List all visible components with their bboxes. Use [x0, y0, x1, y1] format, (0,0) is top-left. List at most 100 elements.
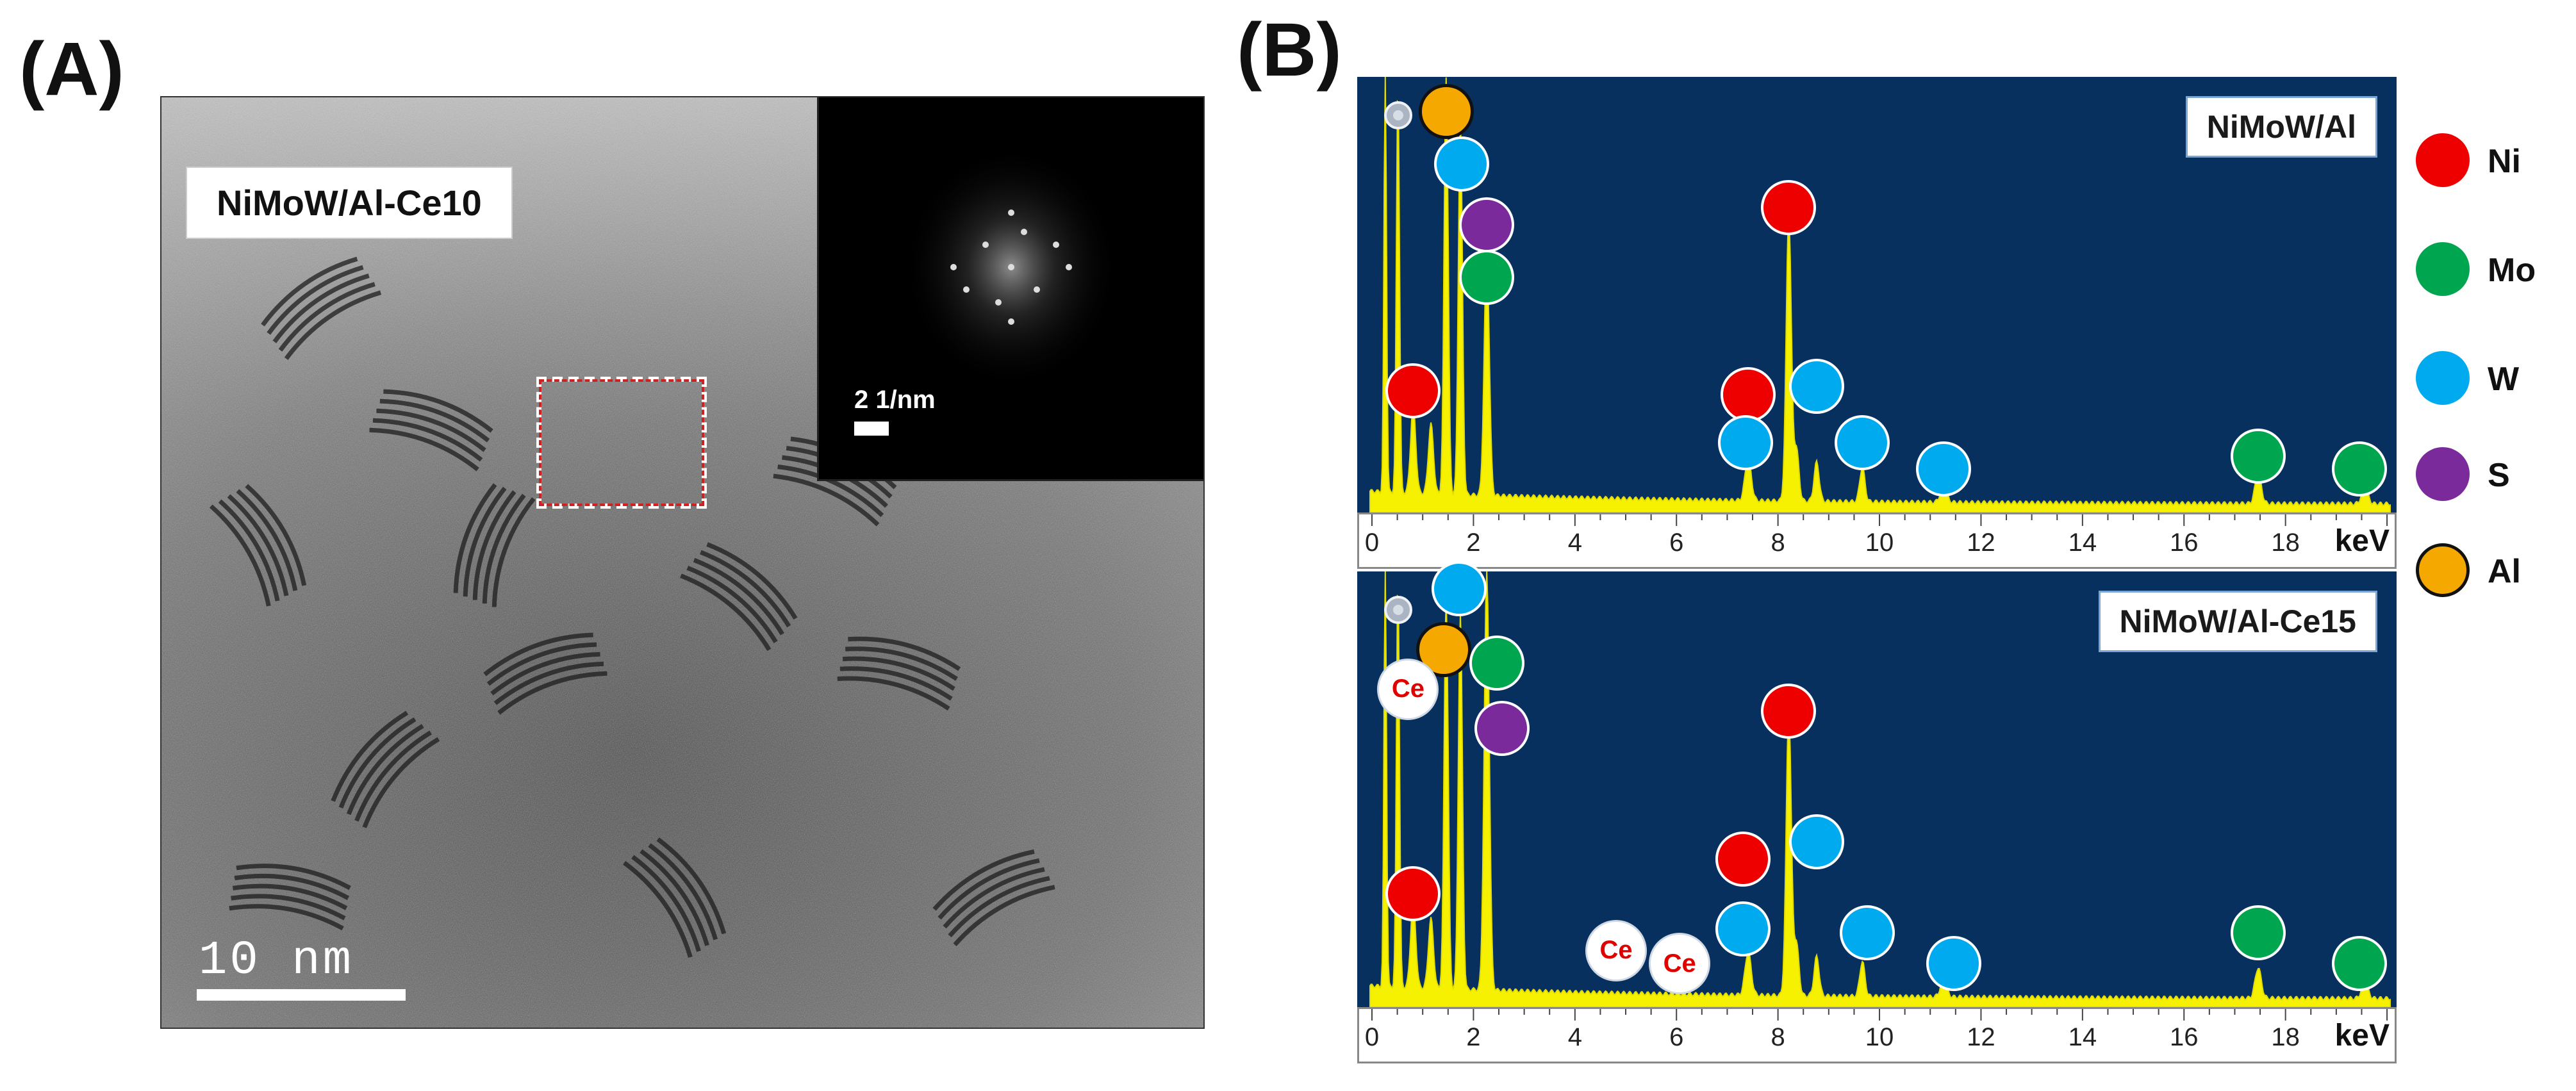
fft-spot	[1008, 318, 1014, 325]
lattice-fringe	[486, 642, 597, 686]
lattice-fringe	[680, 573, 772, 652]
marker-ni	[1761, 180, 1817, 235]
lattice-fringe	[261, 256, 358, 327]
spectrum-2-label: NiMoW/Al-Ce15	[2098, 591, 2377, 652]
axis-tick-label: 14	[2068, 1023, 2097, 1051]
axis-tick-label: 16	[2170, 529, 2199, 557]
legend-label: Ni	[2488, 143, 2521, 180]
axis-tick-label: 2	[1466, 1023, 1481, 1051]
lattice-fringe	[482, 493, 526, 604]
lattice-fringe	[218, 499, 280, 602]
tem-scale-bar	[197, 989, 406, 1001]
lattice-fringe	[472, 490, 516, 600]
eds-spectrum-1: NiMoW/Al	[1357, 76, 2397, 513]
axis-tick-label: 14	[2068, 529, 2097, 557]
fft-spot	[1066, 264, 1072, 270]
marker-mo	[2332, 441, 2388, 496]
legend-label: Al	[2488, 553, 2521, 590]
gear-icon	[1383, 100, 1414, 131]
lattice-fringe	[483, 632, 593, 677]
marker-ce: Ce	[1649, 933, 1711, 994]
spectrum-trace	[1369, 571, 2391, 1008]
lattice-fringe	[773, 473, 880, 527]
legend-swatch	[2416, 543, 2470, 597]
marker-w	[1926, 936, 1981, 991]
lattice-fringe	[848, 636, 961, 671]
spectrum-1-trace	[1369, 76, 2391, 513]
lattice-fringe	[497, 671, 607, 715]
marker-w	[1840, 905, 1895, 961]
marker-al	[1418, 84, 1474, 140]
spectrum-1-axis-unit: keV	[2334, 524, 2390, 558]
marker-w	[1431, 561, 1487, 617]
axis-tick-label: 0	[1364, 529, 1380, 557]
spectrum-2-axis-unit: keV	[2334, 1019, 2390, 1053]
tem-scale-label: 10 nm	[199, 934, 354, 988]
axis-tick-label: 0	[1364, 1023, 1380, 1051]
legend-swatch	[2416, 447, 2470, 501]
lattice-fringe	[700, 550, 791, 628]
lattice-fringe	[272, 274, 370, 343]
fft-scale-bar	[854, 422, 889, 436]
marker-w	[1835, 415, 1890, 471]
axis-tick-label: 4	[1567, 529, 1582, 557]
lattice-fringe	[948, 876, 1050, 938]
lattice-fringe	[354, 730, 432, 822]
axis-tick-label: 10	[1865, 529, 1894, 557]
marker-ce: Ce	[1585, 919, 1647, 981]
spectrum-trace	[1369, 76, 2391, 513]
legend-item-s: S	[2416, 442, 2570, 506]
lattice-fringe	[640, 849, 709, 946]
lattice-fringe	[267, 265, 364, 335]
lattice-fringe	[362, 737, 440, 828]
axis-tick-label: 4	[1567, 1023, 1582, 1051]
element-legend: Ni Mo W S Al	[2416, 128, 2570, 615]
selected-region-box	[536, 377, 707, 509]
lattice-fringe	[338, 717, 417, 808]
fft-scale-label: 2 1/nm	[854, 386, 936, 414]
marker-mo	[2231, 428, 2286, 484]
lattice-fringe	[245, 484, 307, 586]
fft-spot	[950, 264, 957, 270]
fft-spot	[982, 242, 989, 248]
lattice-fringe	[379, 398, 490, 443]
legend-label: S	[2488, 457, 2510, 494]
lattice-fringe	[777, 464, 884, 518]
lattice-fringe	[209, 504, 271, 607]
gear-icon	[1383, 595, 1414, 625]
lattice-fringe	[686, 566, 778, 643]
lattice-fringe	[932, 849, 1035, 911]
legend-swatch	[2416, 351, 2470, 405]
legend-swatch	[2416, 133, 2470, 187]
lattice-fringe	[369, 427, 479, 472]
lattice-fringe	[631, 855, 701, 952]
fft-spot	[1008, 209, 1014, 216]
lattice-fringe	[229, 904, 344, 931]
legend-item-ni: Ni	[2416, 128, 2570, 192]
lattice-fringe	[648, 843, 718, 940]
lattice-fringe	[953, 885, 1055, 947]
lattice-fringe	[231, 894, 346, 921]
lattice-fringe	[706, 542, 798, 620]
fft-spot	[1021, 229, 1027, 235]
lattice-fringe	[693, 557, 784, 636]
marker-mo	[2231, 905, 2286, 961]
spectrum-2-x-axis: keV 0 2 4 6 8 10 12 14 16 18	[1357, 1007, 2397, 1063]
marker-ni	[1761, 683, 1817, 739]
lattice-fringe	[232, 883, 348, 910]
lattice-fringe	[284, 290, 382, 360]
legend-item-w: W	[2416, 346, 2570, 410]
marker-al	[1416, 622, 1471, 678]
lattice-fringe	[278, 282, 376, 352]
lattice-fringe	[490, 652, 600, 696]
lattice-fringe	[234, 873, 350, 900]
spectrum-2-trace	[1369, 571, 2391, 1008]
marker-ni	[1385, 866, 1441, 922]
axis-tick-label: 2	[1466, 529, 1481, 557]
marker-w	[1788, 358, 1844, 414]
axis-tick-label: 6	[1669, 1023, 1684, 1051]
axis-tick-label: 16	[2170, 1023, 2199, 1051]
marker-w	[1433, 136, 1489, 192]
fft-pattern	[902, 145, 1120, 389]
axis-tick-label: 12	[1967, 529, 1995, 557]
